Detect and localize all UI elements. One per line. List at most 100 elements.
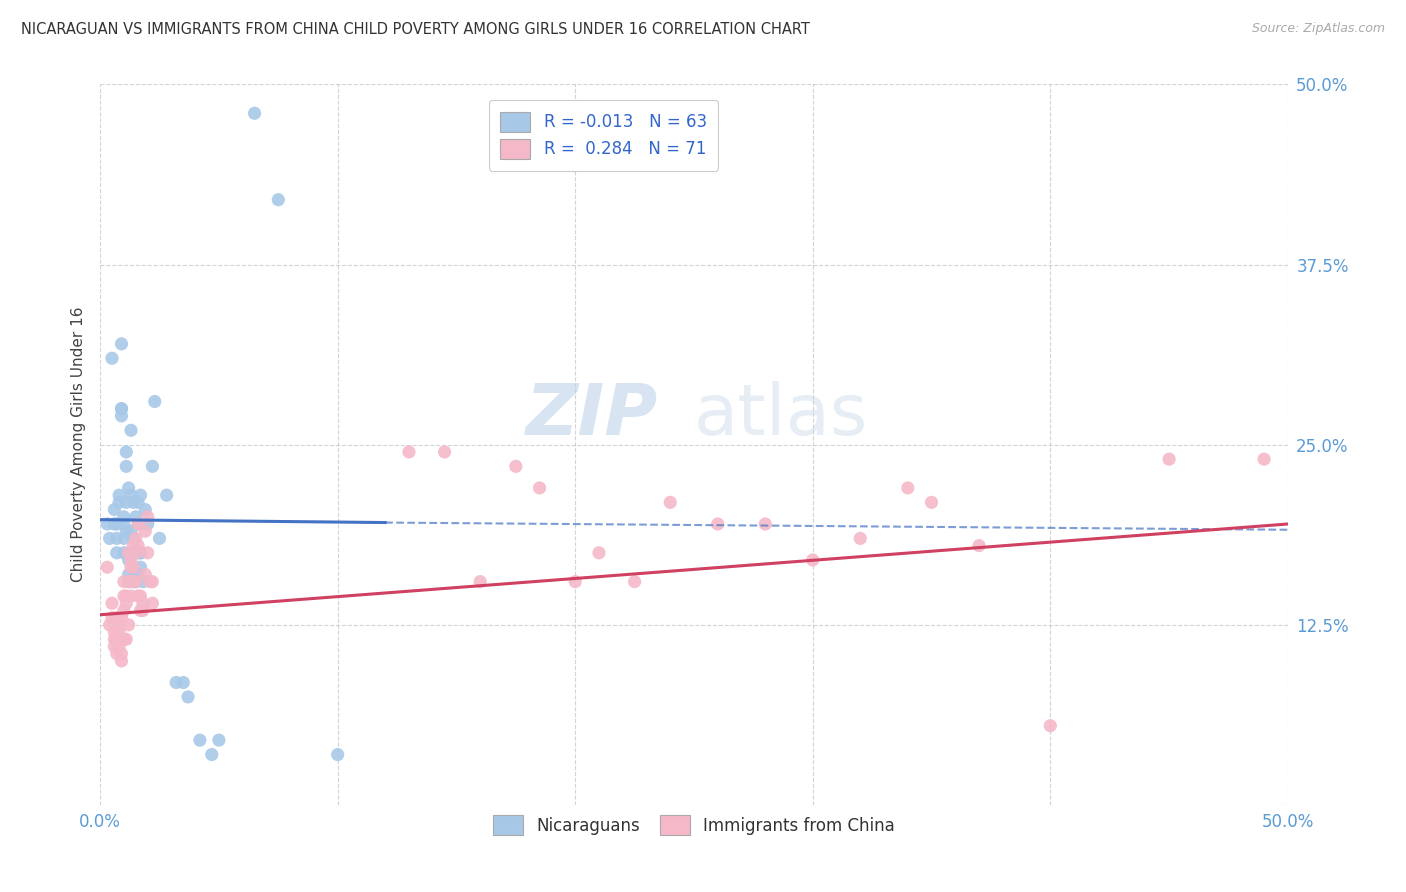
Point (120, 560, 142, 574)
Point (122, 574, 145, 589)
Point (103, 516, 125, 531)
Point (125, 532, 148, 546)
Point (127, 589, 149, 603)
Point (127, 516, 149, 531)
Point (120, 423, 142, 437)
Point (706, 516, 728, 531)
Point (141, 459, 163, 474)
Point (110, 401, 132, 416)
Point (117, 618, 139, 632)
Point (110, 632, 132, 647)
Point (132, 603, 155, 617)
Point (134, 502, 156, 516)
Point (127, 495, 149, 509)
Point (208, 733, 231, 747)
Point (115, 632, 138, 647)
Point (201, 747, 224, 762)
Point (156, 488, 179, 502)
Point (470, 574, 492, 589)
Point (115, 495, 138, 509)
Point (117, 553, 139, 567)
Point (129, 488, 152, 502)
Point (101, 351, 124, 366)
Point (110, 401, 132, 416)
Point (108, 625, 131, 640)
Point (108, 640, 131, 654)
Point (112, 546, 135, 560)
Point (1157, 452, 1180, 467)
Point (129, 589, 152, 603)
Point (129, 546, 152, 560)
Point (398, 445, 420, 459)
Legend: Nicaraguans, Immigrants from China: Nicaraguans, Immigrants from China (485, 806, 904, 844)
Point (529, 481, 551, 495)
Point (1039, 719, 1062, 733)
Point (117, 546, 139, 560)
Point (141, 596, 163, 610)
Point (105, 516, 128, 531)
Point (125, 509, 148, 524)
Point (112, 632, 135, 647)
Point (108, 618, 131, 632)
Point (112, 589, 135, 603)
Point (96, 516, 118, 531)
Point (1253, 452, 1275, 467)
Point (108, 488, 131, 502)
Point (112, 509, 135, 524)
Point (122, 546, 145, 560)
Point (112, 603, 135, 617)
Point (112, 532, 135, 546)
Point (143, 394, 166, 409)
Point (110, 409, 132, 423)
Point (105, 632, 128, 647)
Point (115, 589, 138, 603)
Point (564, 574, 586, 589)
Point (98, 532, 121, 546)
Point (139, 574, 162, 589)
Point (136, 516, 159, 531)
Point (105, 546, 128, 560)
Point (125, 574, 148, 589)
Point (125, 574, 148, 589)
Point (967, 539, 990, 553)
Point (129, 546, 152, 560)
Point (122, 574, 145, 589)
Point (127, 539, 149, 553)
Point (103, 640, 125, 654)
Point (122, 532, 145, 546)
Point (105, 647, 128, 661)
Point (110, 610, 132, 624)
Point (148, 532, 170, 546)
Point (120, 574, 142, 589)
Point (754, 516, 776, 531)
Point (122, 495, 145, 509)
Point (134, 567, 156, 582)
Point (120, 524, 142, 539)
Point (96, 560, 118, 574)
Point (505, 459, 527, 474)
Point (110, 654, 132, 668)
Point (127, 546, 149, 560)
Point (103, 502, 125, 516)
Point (112, 516, 135, 531)
Point (98, 618, 121, 632)
Point (117, 567, 139, 582)
Point (141, 574, 163, 589)
Point (136, 509, 159, 524)
Point (172, 675, 194, 690)
Point (125, 574, 148, 589)
Point (267, 193, 290, 207)
Point (110, 336, 132, 351)
Point (243, 106, 266, 120)
Point (177, 690, 200, 704)
Point (132, 574, 155, 589)
Point (125, 567, 148, 582)
Point (101, 610, 124, 624)
Point (108, 632, 131, 647)
Point (849, 532, 872, 546)
Point (105, 532, 128, 546)
Text: NICARAGUAN VS IMMIGRANTS FROM CHINA CHILD POVERTY AMONG GIRLS UNDER 16 CORRELATI: NICARAGUAN VS IMMIGRANTS FROM CHINA CHIL… (21, 22, 810, 37)
Point (110, 647, 132, 661)
Point (897, 481, 920, 495)
Point (129, 560, 152, 574)
